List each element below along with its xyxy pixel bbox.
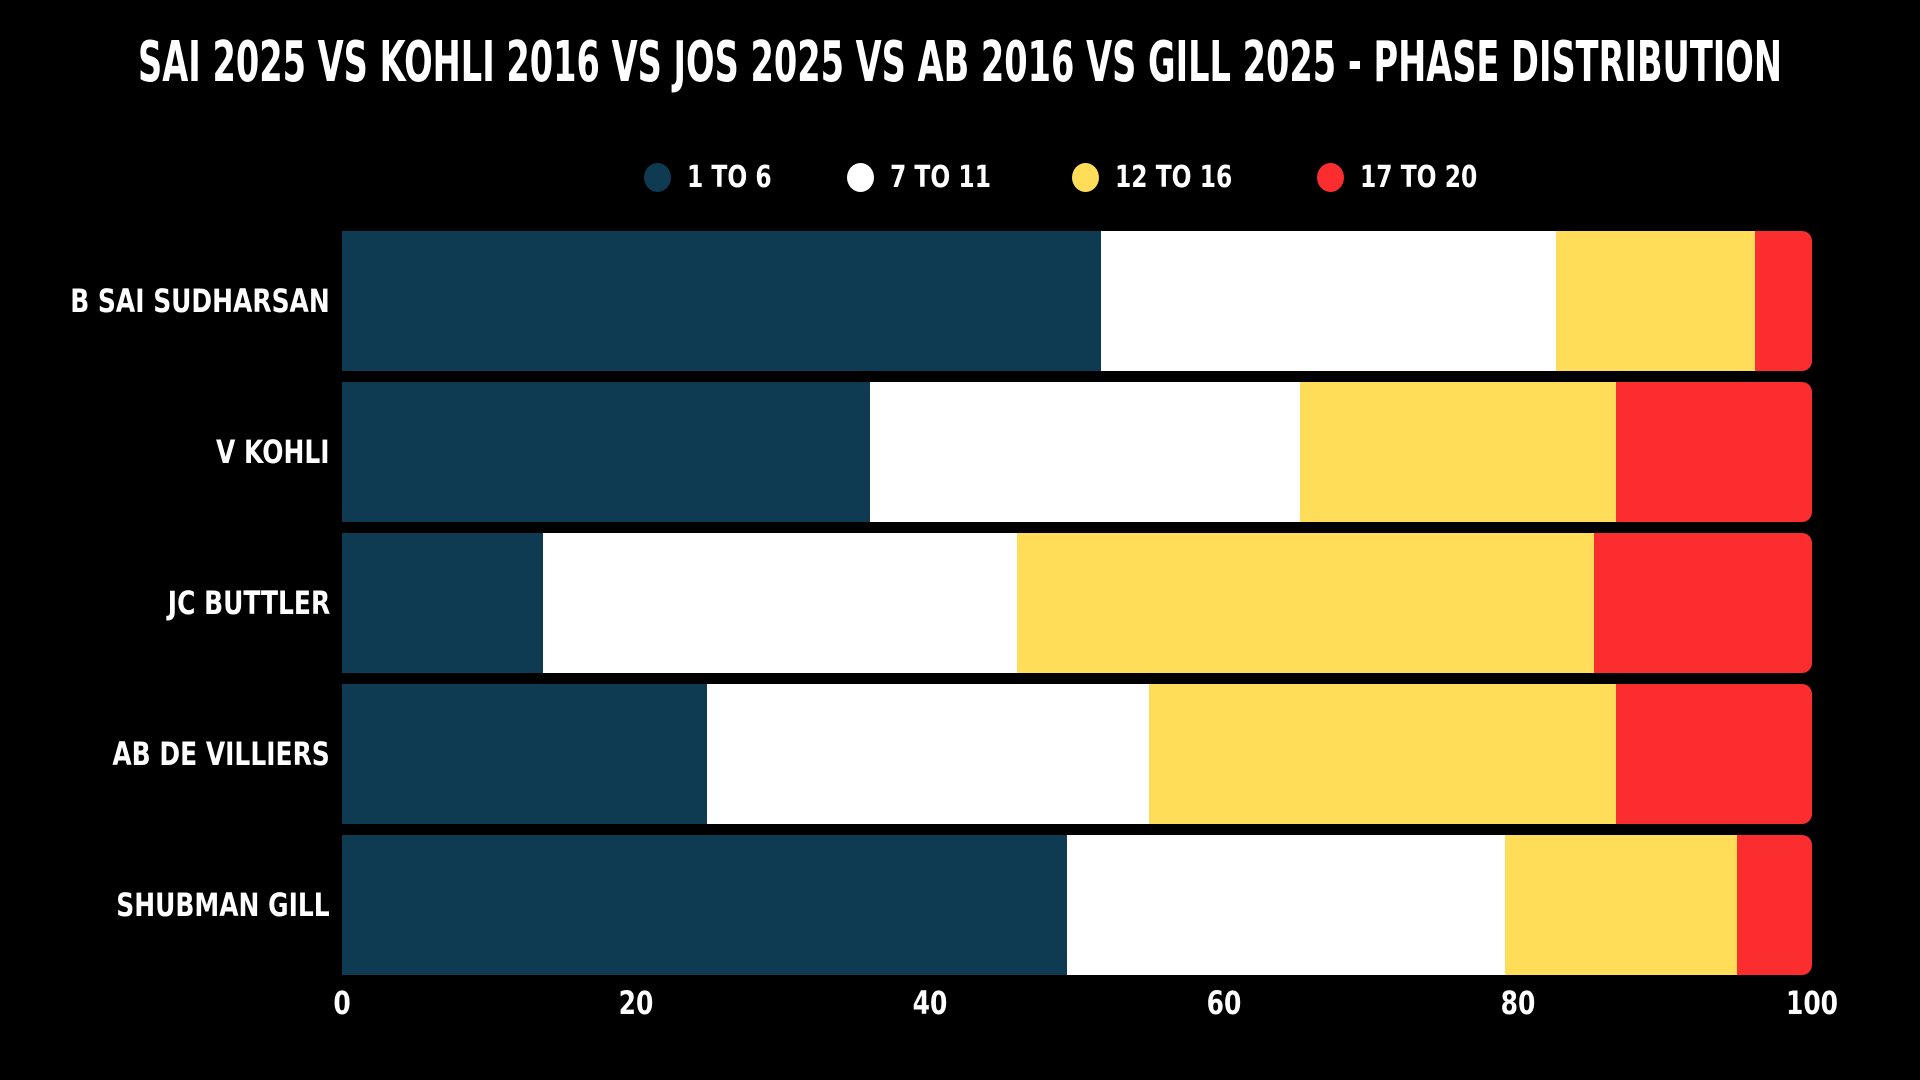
category-label-shubman-gill: SHUBMAN GILL — [0, 835, 330, 975]
bar-segment-17-to-20 — [1616, 382, 1812, 522]
bar-segment-7-to-11 — [543, 533, 1017, 673]
bar-segment-7-to-11 — [869, 382, 1301, 522]
category-label-text: AB DE VILLIERS — [112, 735, 330, 773]
legend-item-7-to-11: 7 TO 11 — [847, 160, 1019, 195]
legend-dot-icon — [1071, 162, 1099, 192]
legend-item-12-to-16: 12 TO 16 — [1071, 159, 1265, 195]
bar-row-b-sai-sudharsan — [342, 231, 1812, 371]
x-tick-label: 40 — [912, 984, 948, 1022]
bar-segment-1-to-6 — [342, 835, 1067, 975]
category-label-text: V KOHLI — [216, 433, 330, 471]
chart-title: SAI 2025 VS KOHLI 2016 VS JOS 2025 VS AB… — [138, 30, 1782, 95]
bar-segment-1-to-6 — [342, 382, 870, 522]
category-label-b-sai-sudharsan: B SAI SUDHARSAN — [0, 231, 330, 371]
legend-dot-icon — [847, 162, 875, 192]
bar-row-jc-buttler — [342, 533, 1812, 673]
bar-row-ab-de-villiers — [342, 684, 1812, 824]
legend-label: 17 TO 20 — [1360, 159, 1478, 195]
bar-segment-12-to-16 — [1016, 533, 1595, 673]
bar-segment-17-to-20 — [1594, 533, 1812, 673]
legend-item-17-to-20: 17 TO 20 — [1317, 160, 1510, 195]
category-label-text: JC BUTTLER — [167, 584, 330, 622]
x-tick-label: 80 — [1500, 984, 1536, 1022]
bar-segment-17-to-20 — [1754, 231, 1812, 371]
legend: 1 TO 6 7 TO 11 12 TO 16 17 TO 20 — [342, 158, 1812, 196]
x-tick-label: 20 — [618, 984, 654, 1022]
x-tick-label: 60 — [1206, 984, 1242, 1022]
legend-label: 1 TO 6 — [686, 159, 772, 195]
category-label-text: SHUBMAN GILL — [116, 886, 330, 924]
legend-label: 7 TO 11 — [890, 159, 992, 195]
bar-segment-12-to-16 — [1504, 835, 1737, 975]
x-tick-label: 0 — [333, 984, 351, 1022]
bar-row-shubman-gill — [342, 835, 1812, 975]
category-label-v-kohli: V KOHLI — [0, 382, 330, 522]
bar-segment-7-to-11 — [706, 684, 1150, 824]
legend-item-1-to-6: 1 TO 6 — [643, 159, 796, 195]
category-label-text: B SAI SUDHARSAN — [70, 282, 330, 320]
bar-segment-1-to-6 — [342, 533, 544, 673]
bar-segment-12-to-16 — [1149, 684, 1617, 824]
category-label-ab-de-villiers: AB DE VILLIERS — [0, 684, 330, 824]
legend-dot-icon — [1317, 162, 1345, 192]
bar-segment-1-to-6 — [342, 231, 1101, 371]
bar-segment-17-to-20 — [1737, 835, 1812, 975]
legend-dot-icon — [643, 162, 671, 192]
bar-segment-7-to-11 — [1066, 835, 1505, 975]
x-tick-label: 100 — [1785, 984, 1839, 1022]
x-axis: 0 20 40 60 80 100 — [333, 984, 1838, 1028]
bar-segment-7-to-11 — [1100, 231, 1557, 371]
category-label-jc-buttler: JC BUTTLER — [0, 533, 330, 673]
bar-row-v-kohli — [342, 382, 1812, 522]
bar-segment-12-to-16 — [1556, 231, 1755, 371]
bar-segment-1-to-6 — [342, 684, 707, 824]
bar-segment-12-to-16 — [1300, 382, 1617, 522]
bar-segment-17-to-20 — [1616, 684, 1812, 824]
legend-label: 12 TO 16 — [1114, 159, 1232, 195]
